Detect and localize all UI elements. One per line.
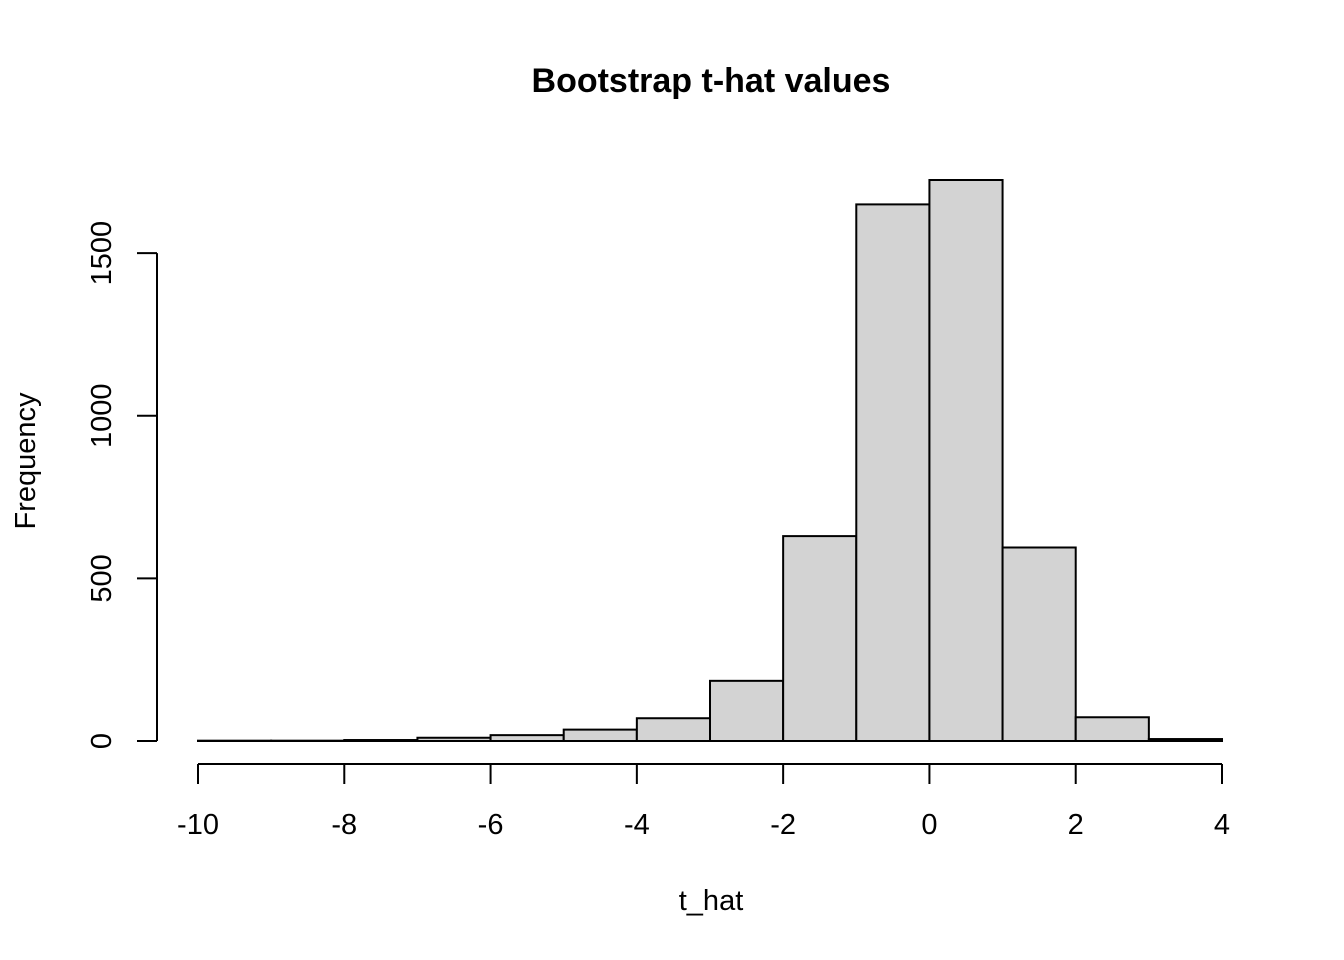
x-tick-label: 0: [921, 809, 937, 841]
x-tick-label: -10: [177, 809, 219, 841]
histogram-bar: [782, 535, 858, 742]
histogram-bar: [709, 679, 785, 742]
y-tick-label: 1000: [86, 384, 118, 449]
y-tick-label: 1500: [86, 221, 118, 286]
y-axis: 0 500 1000 1500: [86, 221, 158, 749]
y-tick-label: 0: [86, 733, 118, 749]
histogram-bar: [562, 728, 638, 742]
histogram-bar: [928, 179, 1004, 742]
x-tick-label: 4: [1214, 809, 1230, 841]
x-axis-label: t_hat: [679, 885, 744, 917]
histogram-bar: [1147, 738, 1224, 743]
histogram-bar: [343, 739, 419, 743]
bars-group: [197, 179, 1224, 743]
x-tick-label: -8: [331, 809, 357, 841]
x-axis: -10 -8 -6 -4 -2 0 2 4: [177, 763, 1230, 841]
histogram-bar: [855, 203, 931, 743]
chart-title: Bootstrap t-hat values: [532, 62, 891, 100]
histogram-bar: [489, 734, 565, 742]
y-axis-label: Frequency: [10, 392, 42, 530]
x-tick-label: 2: [1068, 809, 1084, 841]
histogram-bar: [635, 717, 711, 743]
histogram-bar: [416, 736, 492, 742]
histogram-bar: [1001, 546, 1077, 743]
histogram-bar: [1074, 716, 1150, 743]
x-tick-label: -2: [770, 809, 796, 841]
x-tick-label: -6: [478, 809, 504, 841]
y-tick-label: 500: [86, 554, 118, 602]
x-tick-label: -4: [624, 809, 650, 841]
